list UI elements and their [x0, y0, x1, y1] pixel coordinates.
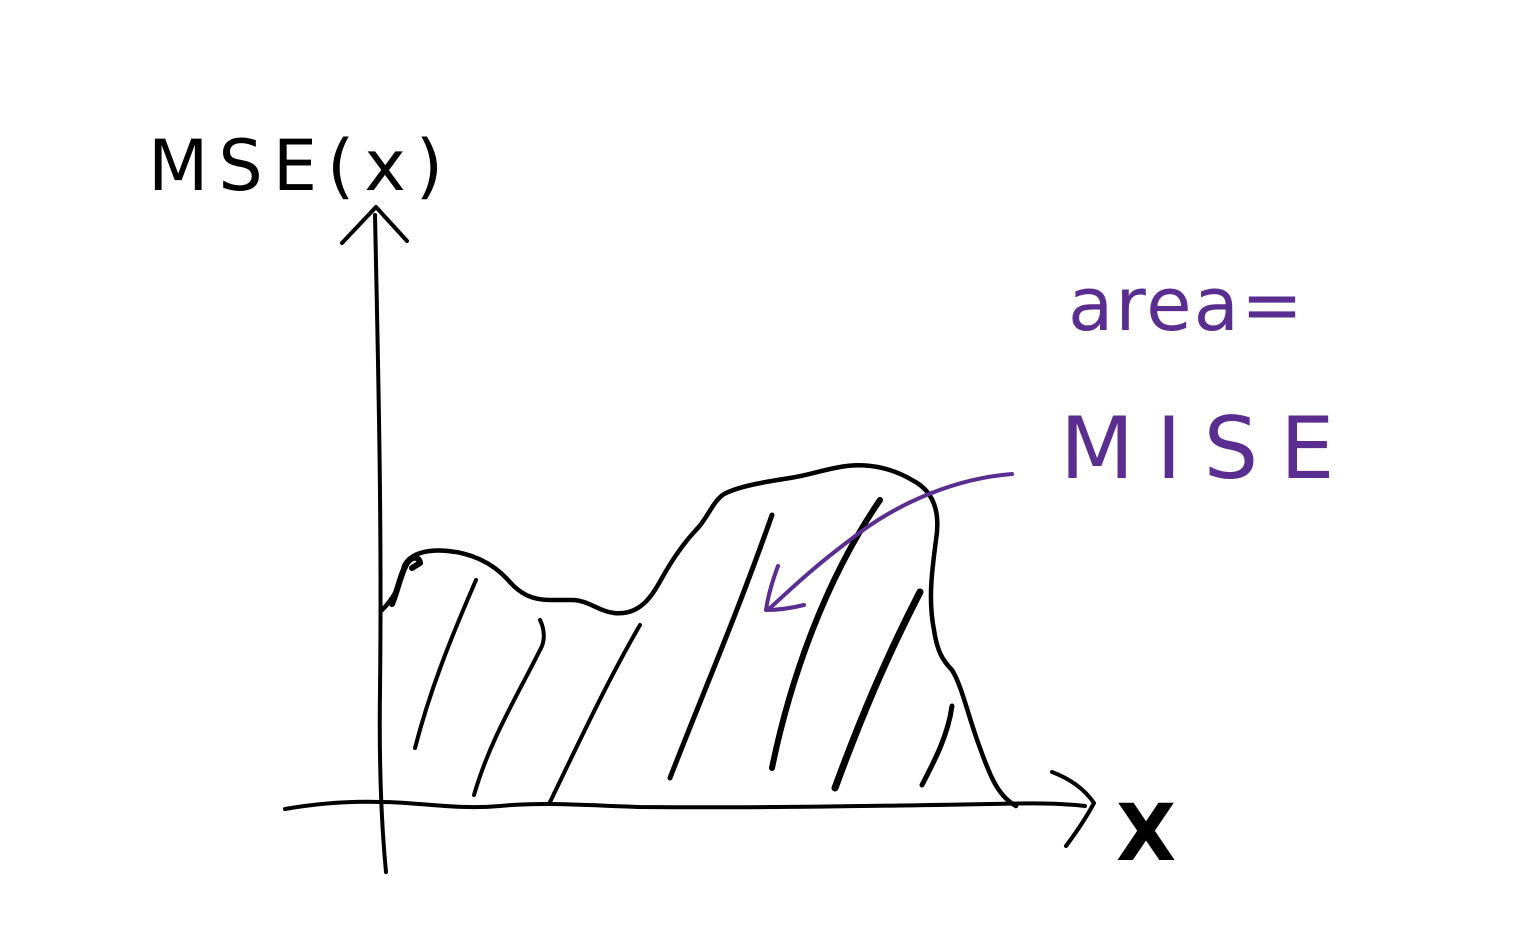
hatch-line: [831, 588, 924, 792]
curve-start-scribble: [389, 554, 423, 607]
annotation-arrow-head: [764, 564, 806, 612]
hatch-line: [769, 497, 883, 771]
x-axis-line: [283, 799, 1087, 811]
annotation-line-1: area=: [1068, 262, 1305, 348]
annotation-arrow-line: [768, 472, 1014, 610]
x-axis-arrowhead: [1050, 770, 1096, 848]
hatch-line: [472, 618, 546, 797]
hatch-line: [548, 623, 642, 804]
mse-curve: [379, 462, 1019, 809]
x-axis-label: X: [1116, 789, 1176, 879]
y-axis-line: [373, 213, 388, 874]
hatch-line: [667, 512, 775, 781]
y-axis-arrowhead: [340, 205, 409, 245]
hatch-line: [919, 703, 955, 788]
hatching: [413, 497, 955, 804]
hatch-line: [413, 578, 478, 750]
y-axis-label: MSE(x): [148, 125, 453, 207]
annotation-line-2: MISE: [1060, 399, 1357, 499]
